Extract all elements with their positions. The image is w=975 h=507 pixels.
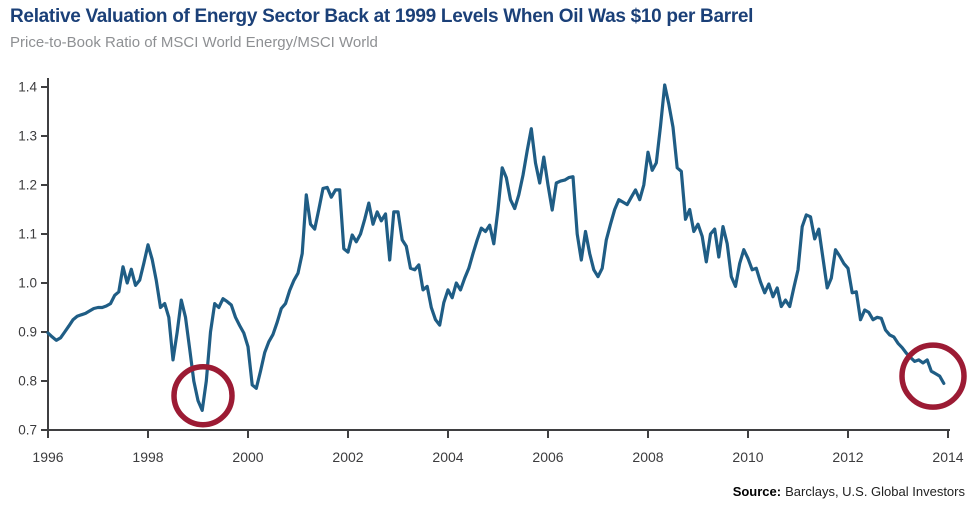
y-tick-label: 1.2 bbox=[18, 178, 37, 193]
circled-low-1999-annotation-circle bbox=[171, 363, 235, 428]
x-tick-label: 2008 bbox=[632, 449, 663, 465]
x-tick-label: 2004 bbox=[432, 449, 463, 465]
y-tick-label: 1.3 bbox=[18, 129, 37, 144]
y-tick-label: 1.1 bbox=[18, 227, 37, 242]
y-tick-label: 1.4 bbox=[18, 80, 37, 95]
x-tick-label: 1998 bbox=[132, 449, 163, 465]
x-tick-label: 1996 bbox=[32, 449, 63, 465]
x-tick-label: 2010 bbox=[732, 449, 763, 465]
x-tick-label: 2012 bbox=[832, 449, 863, 465]
source-text: Barclays, U.S. Global Investors bbox=[785, 484, 965, 499]
x-tick-label: 2006 bbox=[532, 449, 563, 465]
x-tick-label: 2014 bbox=[932, 449, 963, 465]
chart-subtitle: Price-to-Book Ratio of MSCI World Energy… bbox=[10, 34, 378, 51]
chart-source: Source: Barclays, U.S. Global Investors bbox=[733, 484, 965, 499]
source-label: Source: bbox=[732, 484, 782, 499]
series-line bbox=[46, 83, 946, 412]
circled-low-2013-annotation-circle bbox=[899, 342, 967, 410]
x-tick-label: 2002 bbox=[332, 449, 363, 465]
chart-title: Relative Valuation of Energy Sector Back… bbox=[10, 6, 754, 27]
y-tick-label: 0.8 bbox=[18, 374, 37, 389]
y-tick-label: 1.0 bbox=[18, 276, 37, 291]
x-tick-label: 2000 bbox=[232, 449, 263, 465]
y-tick-label: 0.7 bbox=[18, 423, 37, 438]
y-tick-label: 0.9 bbox=[18, 325, 37, 340]
